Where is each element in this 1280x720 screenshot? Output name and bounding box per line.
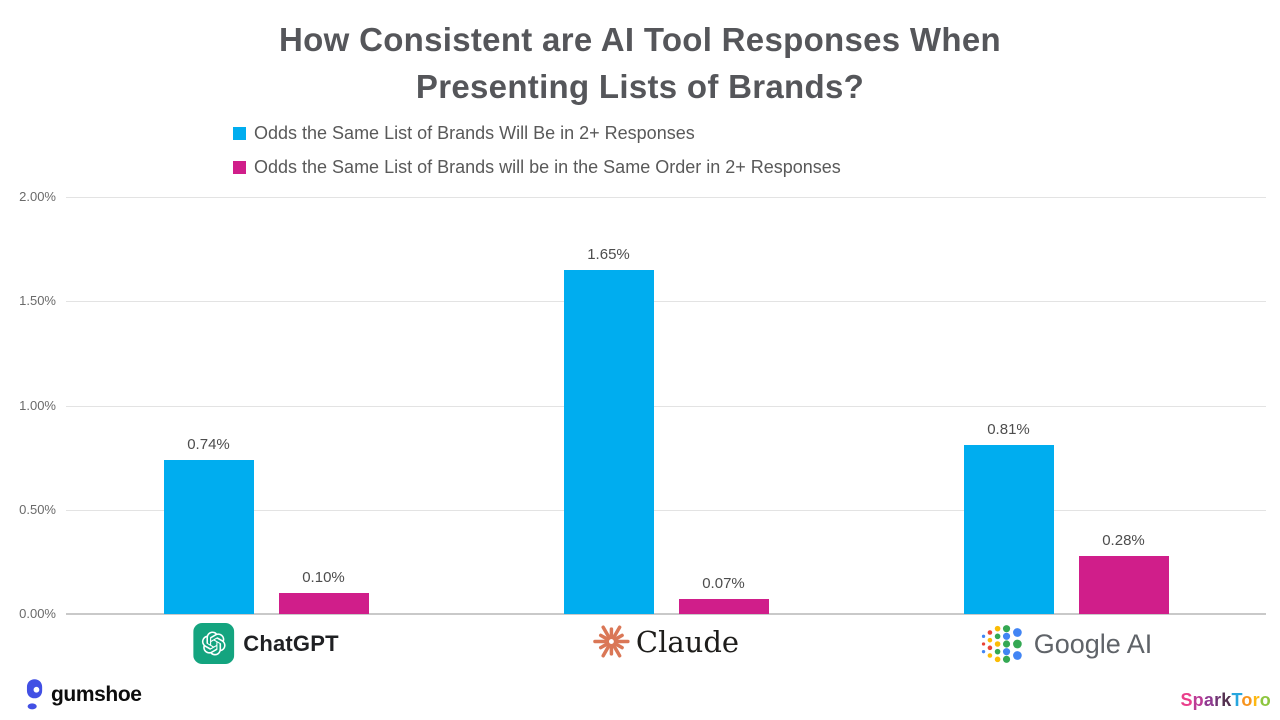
legend-label-blue: Odds the Same List of Brands Will Be in … bbox=[254, 123, 695, 143]
chart-title-line1: How Consistent are AI Tool Responses Whe… bbox=[279, 21, 1001, 58]
google-ai-dots-icon bbox=[981, 625, 1022, 663]
y-axis: 2.00% 1.50% 1.00% 0.50% 0.00% bbox=[0, 189, 56, 621]
sparktoro-letter: p bbox=[1192, 690, 1204, 710]
legend-item-blue: Odds the Same List of Brands Will Be in … bbox=[233, 123, 841, 144]
gridline bbox=[66, 197, 1266, 198]
category-label-chatgpt: ChatGPT bbox=[193, 623, 339, 664]
legend-item-pink: Odds the Same List of Brands will be in … bbox=[233, 157, 841, 178]
bar-chatgpt-series1 bbox=[163, 459, 254, 614]
bar-google-ai-series2 bbox=[1078, 555, 1169, 614]
x-axis-labels: ChatGPT Claude bbox=[0, 623, 1280, 673]
bar-chatgpt-series2 bbox=[278, 593, 369, 614]
plot-area: 0.74% 0.10% 1.65% 0.07% 0.81% 0.28% bbox=[66, 197, 1266, 615]
claude-icon bbox=[593, 625, 630, 658]
bar-claude-series1 bbox=[563, 269, 654, 614]
y-tick-label: 0.50% bbox=[19, 501, 56, 517]
bar-value-label: 0.07% bbox=[702, 575, 745, 593]
bar-value-label: 0.74% bbox=[187, 435, 230, 453]
bar-value-label: 1.65% bbox=[587, 245, 630, 263]
legend-swatch-pink-icon bbox=[233, 161, 246, 174]
sparktoro-letter: r bbox=[1214, 690, 1222, 710]
gumshoe-wordmark: gumshoe bbox=[51, 682, 142, 706]
y-tick-label: 2.00% bbox=[19, 189, 56, 204]
x-axis-line bbox=[66, 613, 1266, 615]
legend: Odds the Same List of Brands Will Be in … bbox=[233, 123, 841, 191]
google-ai-wordmark: Google AI bbox=[1033, 628, 1153, 659]
chart-title-line2: Presenting Lists of Brands? bbox=[415, 68, 865, 105]
sparktoro-letter: a bbox=[1203, 690, 1215, 710]
chart-title: How Consistent are AI Tool Responses Whe… bbox=[0, 16, 1280, 110]
sparktoro-letter: o bbox=[1259, 690, 1271, 710]
bar-claude-series2 bbox=[678, 599, 769, 614]
gridline bbox=[66, 509, 1266, 511]
sparktoro-logo: SparkToro bbox=[1180, 690, 1271, 711]
y-tick-label: 1.00% bbox=[19, 397, 56, 413]
claude-wordmark: Claude bbox=[635, 624, 740, 659]
chatgpt-icon bbox=[193, 623, 235, 664]
bar-google-ai-series1 bbox=[963, 445, 1054, 614]
gridline bbox=[66, 405, 1266, 407]
y-tick-label: 1.50% bbox=[19, 293, 56, 309]
legend-label-pink: Odds the Same List of Brands will be in … bbox=[254, 157, 841, 177]
gumshoe-icon bbox=[26, 679, 43, 710]
bar-value-label: 0.28% bbox=[1102, 531, 1145, 549]
sparktoro-letter: r bbox=[1252, 690, 1260, 710]
bar-value-label: 0.10% bbox=[302, 569, 345, 587]
category-label-google-ai: Google AI bbox=[980, 623, 1153, 665]
gridline bbox=[66, 301, 1266, 303]
category-label-claude: Claude bbox=[593, 623, 739, 660]
chatgpt-wordmark: ChatGPT bbox=[243, 630, 339, 656]
sparktoro-letter: o bbox=[1241, 690, 1253, 710]
sparktoro-letter: S bbox=[1180, 690, 1193, 710]
sparktoro-letter: T bbox=[1231, 690, 1242, 710]
legend-swatch-blue-icon bbox=[233, 127, 246, 140]
bar-value-label: 0.81% bbox=[987, 421, 1030, 439]
y-tick-label: 0.00% bbox=[19, 606, 56, 621]
sparktoro-letter: k bbox=[1221, 690, 1232, 710]
gumshoe-logo: gumshoe bbox=[26, 678, 142, 711]
